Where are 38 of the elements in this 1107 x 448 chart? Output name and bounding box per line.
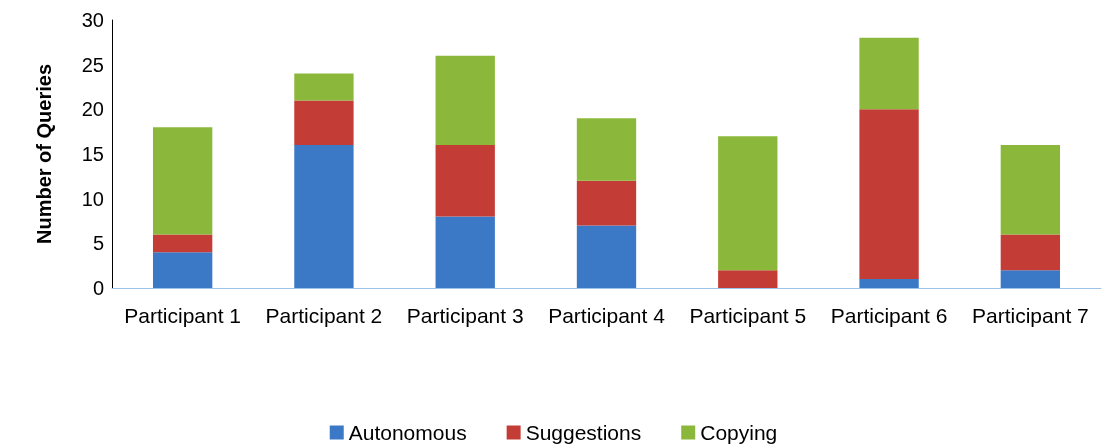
bar: [435, 216, 495, 288]
bar: [152, 252, 213, 288]
bar: [435, 145, 495, 217]
legend-label: Suggestions: [525, 421, 642, 444]
bar: [576, 180, 637, 226]
y-tick-label: 30: [81, 9, 104, 31]
bar: [294, 145, 354, 288]
y-tick-label: 20: [81, 98, 104, 121]
y-tick-label: 10: [81, 187, 104, 210]
bar: [859, 109, 919, 280]
y-tick-label: 15: [81, 143, 104, 165]
bar: [576, 225, 637, 288]
bar: [859, 37, 919, 110]
x-tick-label: Participant 6: [830, 303, 948, 327]
bar: [859, 279, 919, 288]
bar: [435, 55, 495, 146]
y-tick-label: 0: [92, 277, 104, 299]
bar: [1000, 270, 1061, 288]
bar: [294, 100, 354, 146]
bar: [718, 270, 778, 288]
legend-label: Copying: [700, 421, 778, 444]
bar: [718, 136, 778, 271]
bar: [152, 127, 213, 235]
x-tick-label: Participant 5: [689, 303, 807, 327]
x-tick-label: Participant 7: [971, 303, 1089, 327]
y-tick-label: 25: [81, 53, 104, 76]
bar: [1000, 145, 1061, 235]
y-tick-label: 5: [92, 232, 104, 255]
bar: [1000, 234, 1061, 271]
x-tick-label: Participant 3: [406, 303, 524, 327]
x-tick-label: Participant 2: [265, 303, 383, 327]
legend-label: Autonomous: [348, 421, 467, 444]
y-axis-title: Number of Queries: [33, 63, 55, 245]
x-tick-label: Participant 1: [124, 303, 242, 327]
bar: [152, 234, 213, 253]
bar: [294, 73, 354, 101]
x-tick-label: Participant 4: [548, 303, 666, 327]
bar: [576, 118, 637, 181]
